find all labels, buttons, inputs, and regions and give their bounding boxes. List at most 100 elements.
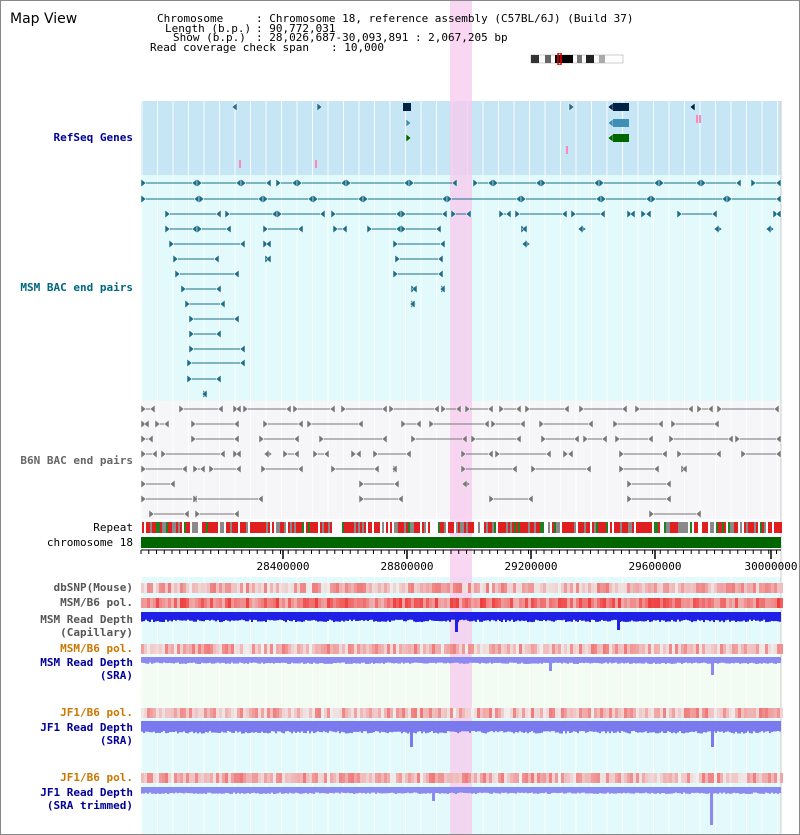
heat-cell — [579, 773, 582, 783]
heat-cell — [423, 598, 426, 608]
depth-bar — [265, 612, 267, 623]
depth-bar — [255, 657, 257, 663]
depth-bar — [737, 787, 739, 794]
heat-cell — [153, 773, 156, 783]
bac-end-arrow — [567, 449, 574, 459]
depth-bar — [437, 657, 439, 663]
heat-cell — [327, 773, 330, 783]
repeat-segment — [210, 522, 212, 533]
heat-cell — [321, 708, 324, 718]
depth-bar — [149, 657, 151, 663]
depth-bar — [147, 657, 149, 664]
msm-depth-capillary-label[interactable]: MSM Read Depth — [40, 613, 133, 626]
dbsnp-label[interactable]: dbSNP(Mouse) — [53, 581, 133, 594]
heat-cell — [576, 644, 579, 654]
heat-cell — [432, 708, 435, 718]
depth-bar — [357, 787, 359, 794]
heat-cell — [453, 598, 456, 608]
chromosome-ideogram[interactable] — [529, 53, 625, 65]
depth-bar — [239, 787, 241, 794]
jf1-depth-trimmed-label[interactable]: JF1 Read Depth — [40, 786, 133, 799]
msm-b6-pol-capillary-label[interactable]: MSM/B6 pol. — [60, 596, 133, 609]
heat-cell — [579, 708, 582, 718]
depth-bar — [745, 612, 747, 622]
depth-bar — [321, 612, 323, 622]
heat-cell — [210, 598, 213, 608]
depth-bar — [669, 657, 671, 664]
heat-cell — [309, 708, 312, 718]
depth-bar — [717, 721, 719, 732]
msm-bac-label[interactable]: MSM BAC end pairs — [20, 281, 133, 294]
depth-bar — [323, 657, 325, 664]
heat-cell — [519, 583, 522, 593]
depth-bar — [315, 612, 317, 621]
heat-cell — [330, 708, 333, 718]
jf1-b6-pol-trimmed-label[interactable]: JF1/B6 pol. — [60, 771, 133, 784]
bac-end-arrow — [707, 404, 714, 414]
heat-cell — [192, 598, 195, 608]
depth-bar — [351, 721, 353, 734]
depth-bar — [447, 657, 449, 663]
heat-cell — [264, 773, 267, 783]
heat-cell — [177, 583, 180, 593]
heat-cell — [372, 583, 375, 593]
repeat-segment — [340, 522, 342, 533]
depth-bar — [283, 787, 285, 794]
depth-bar — [335, 657, 337, 664]
heat-cell — [396, 773, 399, 783]
depth-bar — [719, 612, 721, 622]
depth-bar — [621, 657, 623, 663]
depth-bar — [159, 612, 161, 622]
polymorphism-heat-row — [141, 644, 783, 654]
heat-cell — [180, 598, 183, 608]
depth-bar — [453, 612, 455, 620]
depth-bar — [395, 657, 397, 663]
heat-cell — [294, 708, 297, 718]
depth-bar — [503, 657, 505, 664]
depth-bar — [171, 787, 173, 793]
bac-end-arrow — [318, 434, 325, 444]
depth-bar — [637, 657, 639, 664]
heat-cell — [219, 773, 222, 783]
depth-bar — [215, 721, 217, 733]
heat-cell — [246, 644, 249, 654]
heat-cell — [444, 583, 447, 593]
heat-cell — [165, 708, 168, 718]
depth-bar — [303, 721, 305, 733]
b6n-bac-label[interactable]: B6N BAC end pairs — [20, 454, 133, 467]
refseq-label[interactable]: RefSeq Genes — [53, 131, 133, 144]
bac-end-arrow — [409, 299, 416, 309]
heat-cell — [447, 644, 450, 654]
depth-bar — [677, 612, 679, 620]
repeat-segment — [574, 522, 576, 533]
depth-bar — [525, 787, 527, 793]
jf1-b6-pol-label[interactable]: JF1/B6 pol. — [60, 706, 133, 719]
heat-cell — [753, 644, 756, 654]
repeat-segment — [182, 522, 184, 533]
heat-cell — [603, 708, 606, 718]
depth-bar — [363, 787, 365, 793]
heat-cell — [546, 708, 549, 718]
heat-cell — [474, 708, 477, 718]
jf1-depth-sra-label[interactable]: JF1 Read Depth — [40, 721, 133, 734]
heat-cell — [219, 708, 222, 718]
heat-cell — [606, 708, 609, 718]
depth-bar — [351, 787, 353, 794]
heat-cell — [213, 708, 216, 718]
depth-bar — [253, 787, 255, 793]
msm-b6-pol-sra-label[interactable]: MSM/B6 pol. — [60, 642, 133, 655]
depth-bar — [297, 657, 299, 664]
depth-bar — [601, 721, 603, 732]
depth-bar — [549, 612, 551, 621]
heat-cell — [567, 583, 570, 593]
heat-cell — [696, 773, 699, 783]
repeat-label: Repeat — [93, 521, 133, 534]
depth-bar — [405, 787, 407, 794]
heat-cell — [333, 773, 336, 783]
bac-end-arrow — [397, 494, 404, 504]
depth-bar — [231, 721, 233, 733]
heat-cell — [213, 583, 216, 593]
heat-cell — [480, 644, 483, 654]
msm-depth-sra-label[interactable]: MSM Read Depth — [40, 656, 133, 669]
